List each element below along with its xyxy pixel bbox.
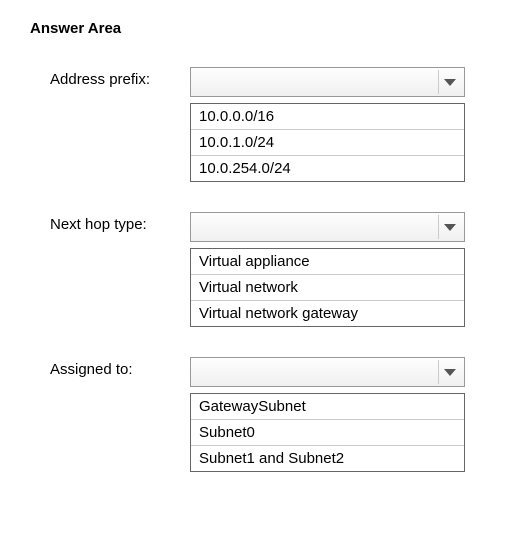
field-assigned-to: Assigned to: GatewaySubnet Subnet0 Subne… xyxy=(30,357,498,472)
option-item[interactable]: 10.0.254.0/24 xyxy=(191,156,464,181)
label-next-hop-type: Next hop type: xyxy=(30,212,190,233)
page-title: Answer Area xyxy=(30,20,498,37)
option-item[interactable]: 10.0.1.0/24 xyxy=(191,130,464,156)
field-next-hop-type: Next hop type: Virtual appliance Virtual… xyxy=(30,212,498,327)
option-item[interactable]: Virtual network gateway xyxy=(191,301,464,326)
option-item[interactable]: GatewaySubnet xyxy=(191,394,464,420)
label-assigned-to: Assigned to: xyxy=(30,357,190,378)
controls-address-prefix: 10.0.0.0/16 10.0.1.0/24 10.0.254.0/24 xyxy=(190,67,498,182)
chevron-down-icon xyxy=(444,79,456,86)
chevron-down-icon xyxy=(444,224,456,231)
controls-assigned-to: GatewaySubnet Subnet0 Subnet1 and Subnet… xyxy=(190,357,498,472)
field-address-prefix: Address prefix: 10.0.0.0/16 10.0.1.0/24 … xyxy=(30,67,498,182)
options-assigned-to: GatewaySubnet Subnet0 Subnet1 and Subnet… xyxy=(190,393,465,472)
label-address-prefix: Address prefix: xyxy=(30,67,190,88)
dropdown-arrow-box xyxy=(438,360,460,384)
options-next-hop-type: Virtual appliance Virtual network Virtua… xyxy=(190,248,465,327)
option-item[interactable]: Virtual network xyxy=(191,275,464,301)
option-item[interactable]: Virtual appliance xyxy=(191,249,464,275)
dropdown-address-prefix[interactable] xyxy=(190,67,465,97)
dropdown-assigned-to[interactable] xyxy=(190,357,465,387)
dropdown-arrow-box xyxy=(438,70,460,94)
option-item[interactable]: Subnet0 xyxy=(191,420,464,446)
options-address-prefix: 10.0.0.0/16 10.0.1.0/24 10.0.254.0/24 xyxy=(190,103,465,182)
controls-next-hop-type: Virtual appliance Virtual network Virtua… xyxy=(190,212,498,327)
option-item[interactable]: Subnet1 and Subnet2 xyxy=(191,446,464,471)
chevron-down-icon xyxy=(444,369,456,376)
dropdown-next-hop-type[interactable] xyxy=(190,212,465,242)
option-item[interactable]: 10.0.0.0/16 xyxy=(191,104,464,130)
dropdown-arrow-box xyxy=(438,215,460,239)
